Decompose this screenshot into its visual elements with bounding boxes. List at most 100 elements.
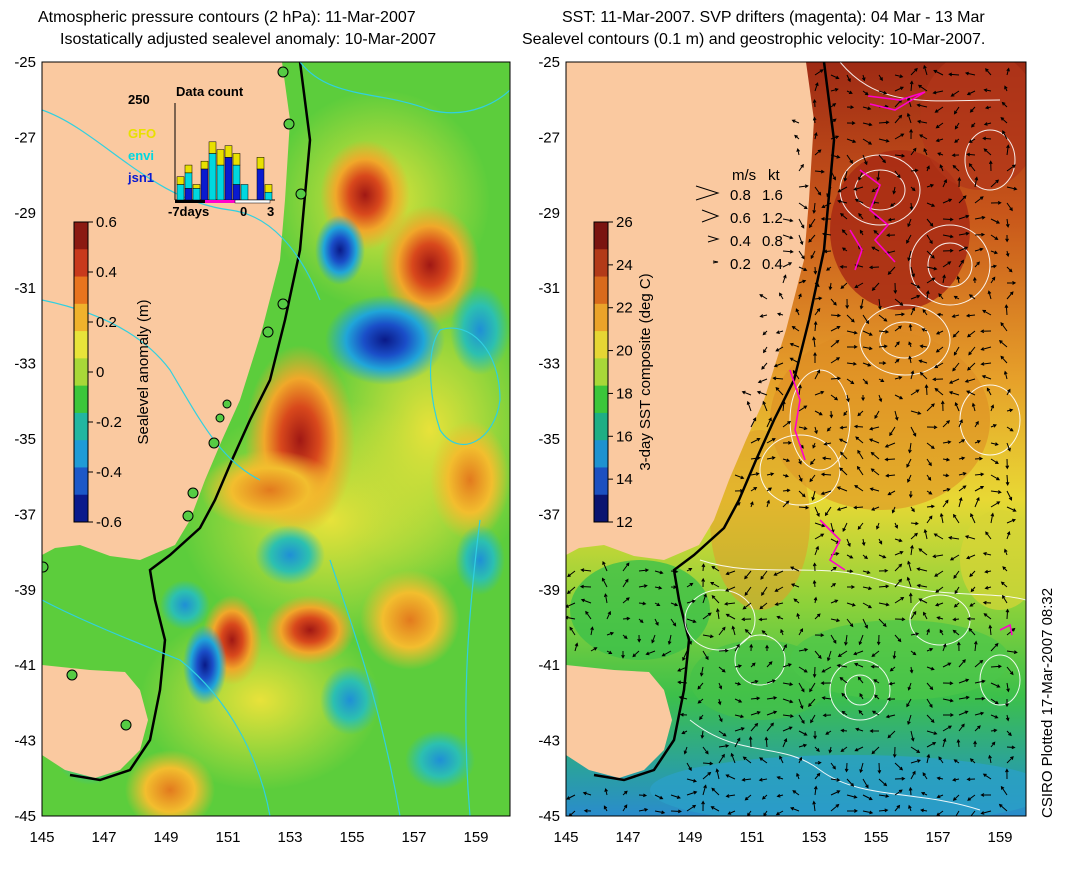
velocity-arrow (953, 513, 960, 524)
velocity-arrow (878, 584, 890, 589)
velocity-arrow (836, 506, 848, 511)
velocity-arrow (702, 784, 707, 796)
velocity-arrow (953, 759, 960, 764)
velocity-arrow (907, 250, 912, 262)
velocity-arrow (654, 618, 659, 626)
velocity-arrow (892, 746, 897, 758)
velocity-arrow (814, 772, 821, 780)
velocity-arrow (889, 666, 896, 672)
velocity-arrow (1005, 768, 1009, 780)
velocity-arrow (748, 735, 753, 748)
velocity-arrow (670, 794, 681, 799)
velocity-arrow (974, 440, 981, 444)
velocity-arrow (798, 426, 808, 431)
velocity-arrow (926, 234, 933, 245)
velocity-arrow (702, 771, 712, 780)
right-lat-label: -35 (538, 431, 560, 448)
velocity-arrow (990, 179, 1000, 188)
velocity-arrow (871, 506, 880, 511)
velocity-arrow (926, 202, 936, 207)
velocity-arrow (846, 778, 855, 787)
velocity-arrow (966, 616, 976, 621)
velocity-arrow (776, 615, 784, 620)
velocity-key-header-ms: m/s (732, 167, 756, 184)
velocity-arrow (826, 650, 832, 662)
velocity-arrow (830, 88, 839, 92)
velocity-arrow (632, 650, 640, 658)
velocity-arrow (934, 362, 944, 369)
velocity-arrow (654, 586, 663, 590)
right-colorbar-swatch (594, 303, 608, 332)
velocity-arrow (873, 679, 880, 684)
velocity-arrow (601, 577, 608, 588)
velocity-arrow (942, 234, 954, 239)
velocity-arrow (622, 562, 630, 572)
velocity-arrow (830, 135, 840, 140)
velocity-arrow (1006, 730, 1012, 737)
velocity-arrow (734, 727, 745, 732)
left-colorbar-swatch (74, 440, 88, 468)
velocity-arrow (958, 659, 966, 668)
svp-drifter-tracks (789, 91, 1013, 636)
left-lat-label: -45 (14, 808, 36, 825)
velocity-arrow (857, 449, 864, 460)
velocity-arrow (1002, 566, 1008, 572)
velocity-arrow (878, 568, 889, 573)
right-lat-label: -45 (538, 808, 560, 825)
velocity-arrow (686, 618, 697, 623)
velocity-arrow (782, 643, 787, 652)
velocity-arrow (796, 147, 800, 156)
velocity-arrow (798, 405, 808, 412)
velocity-arrow (1005, 250, 1010, 258)
velocity-arrow (957, 176, 962, 188)
velocity-arrow (910, 632, 920, 636)
left-lat-label: -43 (14, 733, 36, 750)
velocity-arrow (730, 752, 736, 764)
velocity-arrow (862, 330, 873, 336)
velocity-arrow (731, 625, 736, 636)
right-title-line2: Sealevel contours (0.1 m) and geostrophi… (522, 31, 986, 48)
velocity-arrow (750, 472, 760, 476)
data-count-bar-jsn1 (200, 168, 209, 201)
velocity-arrow (910, 147, 917, 156)
velocity-arrow (702, 593, 707, 604)
velocity-arrow (742, 756, 752, 764)
data-count-bar-envi (216, 164, 225, 201)
velocity-arrow (857, 410, 864, 417)
tide-gauges (42, 66, 307, 731)
velocity-arrow (830, 618, 841, 623)
velocity-arrow (885, 714, 896, 719)
velocity-arrow (782, 488, 791, 493)
velocity-arrow (987, 290, 992, 300)
velocity-arrow (1006, 202, 1013, 212)
sealevel-anomaly-field (50, 90, 510, 816)
velocity-arrow (821, 666, 832, 673)
velocity-arrow (622, 790, 628, 796)
right-lon-label: 145 (553, 829, 578, 846)
velocity-arrow (606, 610, 611, 620)
velocity-arrow (1005, 608, 1010, 620)
velocity-arrow (920, 792, 928, 796)
velocity-arrow (854, 746, 864, 752)
velocity-arrow (762, 400, 768, 412)
right-lat-label: -31 (538, 280, 560, 297)
velocity-arrow (894, 578, 903, 588)
velocity-arrow (894, 74, 904, 79)
velocity-arrow (798, 698, 804, 710)
velocity-arrow (622, 616, 631, 621)
velocity-arrow (1000, 785, 1008, 796)
velocity-arrow (750, 679, 759, 684)
velocity-arrow (718, 666, 726, 673)
velocity-arrow (718, 682, 723, 690)
velocity-arrow (741, 777, 752, 782)
velocity-key-ms-1: 0.8 (730, 187, 751, 204)
velocity-arrow (998, 340, 1008, 348)
velocity-arrow (798, 756, 803, 764)
left-colorbar-tick-label: 0 (96, 364, 104, 381)
velocity-arrow (853, 186, 864, 191)
velocity-arrow (974, 486, 985, 492)
velocity-arrow (856, 465, 864, 476)
velocity-arrow (697, 698, 704, 704)
velocity-arrow (981, 375, 992, 380)
